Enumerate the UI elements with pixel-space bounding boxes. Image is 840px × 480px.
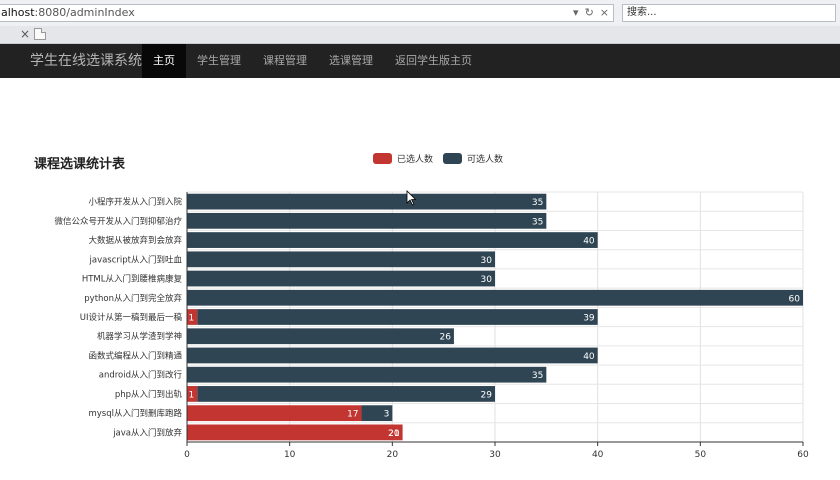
nav-item-back-to-student-home[interactable]: 返回学生版主页: [395, 54, 472, 67]
url-path: :8080/adminIndex: [34, 6, 135, 19]
legend-swatch-available: [443, 153, 463, 164]
bar-value-label: 35: [532, 217, 543, 227]
nav-item-selection-management[interactable]: 选课管理: [329, 54, 373, 67]
url-host: alhost: [1, 6, 35, 19]
legend-label-selected: 已选人数: [397, 155, 434, 165]
nav-item-course-management[interactable]: 课程管理: [263, 54, 307, 67]
bar-value-label: 29: [481, 390, 493, 400]
bar-available: [197, 309, 598, 325]
legend-item-selected[interactable]: 已选人数: [373, 152, 433, 165]
bar-available: [187, 193, 547, 210]
stop-icon[interactable]: ×: [599, 6, 609, 19]
bar-available: [187, 232, 598, 248]
refresh-icon[interactable]: ↻: [584, 6, 594, 19]
y-tick-label: UI设计从第一稿到最后一稿: [80, 312, 183, 323]
bar-value-label: 1: [189, 390, 195, 400]
legend-label-available: 可选人数: [467, 155, 504, 165]
browser-search-input[interactable]: 搜索...: [622, 4, 836, 22]
nav-item-home[interactable]: 主页: [142, 44, 186, 78]
navbar: 学生在线选课系统 主页 学生管理 课程管理 选课管理 返回学生版主页: [0, 44, 840, 78]
y-tick-label: android从入门到改行: [99, 370, 183, 381]
bar-available: [187, 270, 495, 287]
x-tick-label: 60: [797, 450, 809, 460]
chart-title: 课程选课统计表: [34, 157, 126, 172]
bar-selected: [187, 309, 198, 325]
bar-available: [187, 289, 803, 306]
dropdown-arrow-icon[interactable]: ▾: [573, 6, 579, 19]
bar-selected: [187, 386, 198, 402]
bar-available: [187, 366, 547, 383]
y-tick-label: HTML从入门到腰椎病康复: [82, 274, 183, 285]
nav-menu: 主页 学生管理 课程管理 选课管理 返回学生版主页: [142, 44, 483, 78]
x-tick-label: 30: [489, 450, 501, 460]
bar-available: [187, 212, 547, 229]
bar-value-label: 35: [532, 371, 543, 381]
x-tick-label: 50: [695, 450, 707, 460]
bar-value-label: 17: [347, 410, 358, 420]
bar-value-label: 20: [388, 429, 400, 439]
bar-available: [187, 347, 598, 364]
bar-available: [187, 251, 495, 268]
bar-value-label: 1: [189, 314, 195, 324]
browser-toolbar: alhost:8080/adminIndex ▾ ↻ × 搜索...: [0, 0, 840, 27]
y-tick-label: python从入门到完全放弃: [84, 293, 182, 304]
bar-value-label: 60: [789, 294, 801, 304]
x-tick-label: 10: [284, 450, 296, 460]
bar-available: [187, 328, 454, 345]
chart-legend: 已选人数 可选人数: [373, 152, 503, 165]
y-tick-label: 小程序开发从入门到入院: [88, 197, 182, 208]
y-tick-label: javascript从入门到吐血: [89, 254, 183, 265]
address-bar[interactable]: alhost:8080/adminIndex ▾ ↻ ×: [0, 4, 614, 22]
y-tick-label: 大数据从被放弃到会放弃: [88, 235, 182, 246]
navbar-brand[interactable]: 学生在线选课系统: [30, 53, 142, 69]
legend-item-available[interactable]: 可选人数: [443, 152, 503, 165]
bar-available: [361, 405, 393, 422]
nav-item-student-management[interactable]: 学生管理: [197, 54, 241, 67]
y-tick-label: 机器学习从学渣到学神: [97, 331, 182, 342]
bar-value-label: 30: [481, 275, 493, 285]
tab-close-icon[interactable]: ×: [20, 27, 31, 41]
bar-value-label: 21: [388, 429, 399, 439]
y-tick-label: mysql从入门到删库跑路: [89, 408, 183, 419]
bar-selected: [187, 405, 362, 422]
legend-swatch-selected: [373, 153, 392, 164]
x-tick-label: 0: [184, 450, 190, 460]
bar-value-label: 3: [384, 410, 390, 420]
bar-value-label: 30: [481, 256, 493, 266]
x-tick-label: 20: [387, 450, 399, 460]
new-tab-icon[interactable]: [34, 28, 46, 40]
y-tick-label: php从入门到出轨: [115, 389, 183, 400]
y-tick-label: java从入门到放弃: [112, 427, 182, 438]
y-tick-label: 微信公众号开发从入门到抑郁治疗: [54, 216, 182, 227]
tab-strip: ×: [0, 26, 840, 44]
bar-available: [197, 386, 495, 402]
y-tick-label: 函数式编程从入门到精通: [88, 350, 182, 361]
bar-selected: [187, 424, 403, 441]
bar-value-label: 39: [583, 314, 595, 324]
mouse-cursor-icon: [406, 190, 417, 206]
bar-value-label: 40: [583, 352, 595, 362]
bar-value-label: 40: [583, 237, 595, 247]
x-tick-label: 40: [592, 450, 604, 460]
bar-value-label: 26: [439, 333, 451, 343]
bar-value-label: 35: [532, 198, 543, 208]
